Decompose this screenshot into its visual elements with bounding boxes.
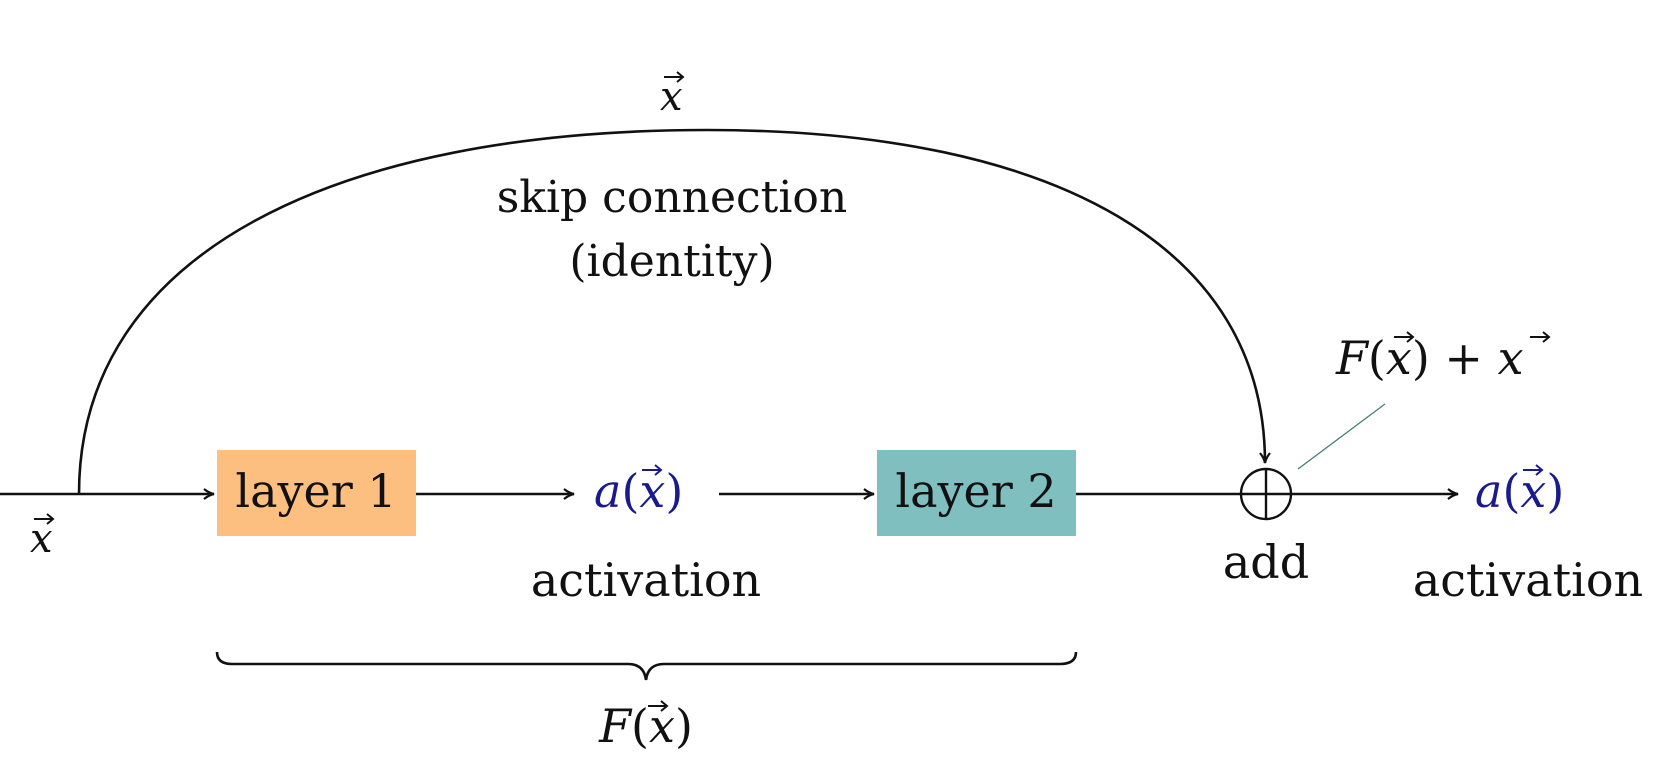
- brace-label: F(x): [598, 699, 693, 753]
- activation-1-expr: a(x): [594, 464, 683, 518]
- vector-arrow-icon: [34, 513, 55, 525]
- skip-connection-arc: [77, 128, 1271, 495]
- layer-2-label: layer 2: [895, 464, 1056, 518]
- skip-label-line2: (identity): [569, 236, 774, 287]
- sum-label: F(x) + x: [1335, 331, 1551, 385]
- skip-label-line1: skip connection: [497, 172, 848, 223]
- vector-arrow-icon: [1394, 331, 1415, 343]
- activation-2-expr: a(x): [1475, 464, 1564, 518]
- vector-arrow-icon: [1523, 464, 1544, 476]
- sum-label-term: x: [1498, 331, 1524, 385]
- brace-label-func: F: [598, 699, 633, 753]
- activation-2-arg: x: [1520, 464, 1546, 518]
- circled-plus-icon: [1239, 467, 1293, 521]
- brace-label-arg: x: [649, 699, 675, 753]
- curly-brace-icon: [215, 651, 1078, 681]
- sum-label-arg: x: [1386, 331, 1412, 385]
- sum-label-plus: +: [1444, 331, 1483, 385]
- activation-1-caption: activation: [531, 553, 761, 607]
- brace-label-expr: F(x): [598, 699, 693, 753]
- activation-1: a(x) activation: [531, 464, 761, 607]
- skip-symbol: x: [660, 71, 685, 120]
- vector-arrow-icon: [642, 464, 663, 476]
- add-caption: add: [1223, 535, 1309, 589]
- vector-arrow-icon: [648, 700, 669, 712]
- skip-symbol-text: x: [660, 74, 683, 120]
- add-node: add: [1223, 467, 1309, 589]
- sum-label-func: F: [1335, 331, 1370, 385]
- activation-2-caption: activation: [1413, 553, 1643, 607]
- vector-arrow-icon: [1530, 331, 1551, 343]
- activation-2-func: a: [1475, 464, 1502, 518]
- activation-1-arg: x: [639, 464, 665, 518]
- sum-label-expr: F(x) + x: [1335, 331, 1524, 385]
- layer-1-label: layer 1: [235, 464, 396, 518]
- layer-1-block: layer 1: [217, 450, 416, 536]
- layer-1-box: [217, 450, 416, 536]
- layer-2-box: [877, 450, 1076, 536]
- layer-2-block: layer 2: [877, 450, 1076, 536]
- sum-annotation-line: [1297, 403, 1386, 470]
- activation-2: a(x) activation: [1413, 464, 1643, 607]
- vector-arrow-icon: [664, 71, 685, 83]
- input-symbol-text: x: [30, 516, 53, 562]
- activation-1-func: a: [594, 464, 621, 518]
- input-symbol: x: [30, 513, 55, 562]
